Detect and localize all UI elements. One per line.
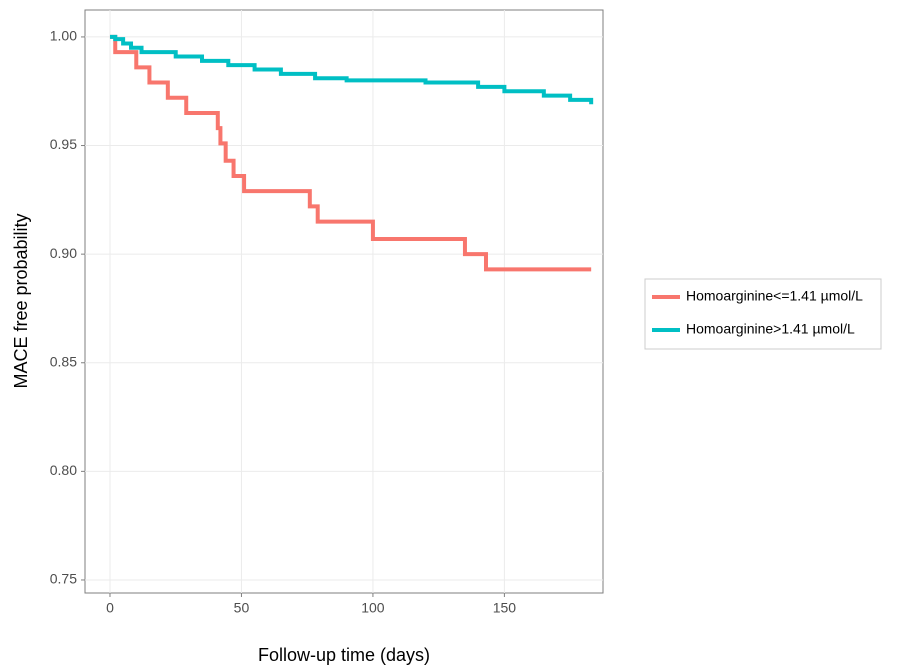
x-axis-title: Follow-up time (days) [258,645,430,665]
x-tick-label: 0 [106,600,114,616]
y-tick-label: 0.90 [50,245,77,261]
y-tick-label: 0.80 [50,462,77,478]
legend-box [644,278,882,350]
x-tick-label: 150 [493,600,517,616]
y-tick-label: 0.95 [50,136,77,152]
y-axis-title: MACE free probability [11,213,31,388]
y-tick-label: 0.85 [50,353,77,369]
legend-label: Homoarginine<=1.41 µmol/L [686,288,863,304]
legend-label: Homoarginine>1.41 µmol/L [686,321,855,337]
x-tick-label: 100 [361,600,385,616]
y-tick-label: 1.00 [50,28,77,44]
plot-panel [84,9,604,594]
survival-curve [109,34,592,272]
y-tick-label: 0.75 [50,571,77,587]
survival-curve [109,34,594,105]
x-tick-label: 50 [234,600,250,616]
